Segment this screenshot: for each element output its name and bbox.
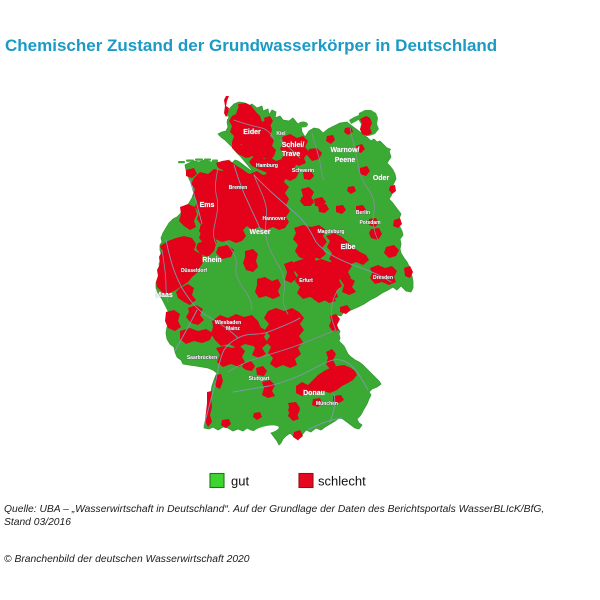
svg-text:Elbe: Elbe [341, 244, 356, 251]
svg-text:Bremen: Bremen [229, 185, 248, 191]
svg-text:Saarbrücken: Saarbrücken [187, 355, 217, 361]
svg-text:Berlin: Berlin [356, 210, 370, 216]
svg-text:Hannover: Hannover [262, 216, 285, 222]
svg-text:Stuttgart: Stuttgart [249, 376, 270, 382]
svg-text:Dresden: Dresden [373, 275, 393, 281]
svg-text:Maas: Maas [155, 292, 173, 299]
svg-text:Trave: Trave [282, 151, 300, 158]
svg-text:Peene: Peene [335, 157, 356, 164]
svg-text:Potsdam: Potsdam [359, 220, 381, 226]
svg-text:gut: gut [231, 474, 249, 489]
svg-text:Ems: Ems [200, 202, 215, 209]
svg-text:Wiesbaden: Wiesbaden [215, 320, 241, 326]
svg-text:Erfurt: Erfurt [299, 278, 313, 284]
svg-text:Mainz: Mainz [226, 326, 240, 332]
svg-text:Schlei/: Schlei/ [282, 142, 305, 149]
svg-text:Düsseldorf: Düsseldorf [181, 268, 207, 274]
svg-text:München: München [316, 401, 338, 407]
svg-text:Kiel: Kiel [276, 131, 286, 137]
svg-text:Oder: Oder [373, 175, 390, 182]
svg-text:Donau: Donau [303, 390, 325, 397]
svg-text:Hamburg: Hamburg [256, 163, 278, 169]
svg-text:Magdeburg: Magdeburg [318, 229, 345, 235]
svg-text:Rhein: Rhein [202, 257, 221, 264]
svg-text:Warnow/: Warnow/ [331, 147, 360, 154]
svg-text:Eider: Eider [243, 129, 261, 136]
svg-text:Schwerin: Schwerin [292, 168, 314, 174]
svg-text:schlecht: schlecht [318, 474, 366, 489]
svg-text:Weser: Weser [250, 229, 271, 236]
